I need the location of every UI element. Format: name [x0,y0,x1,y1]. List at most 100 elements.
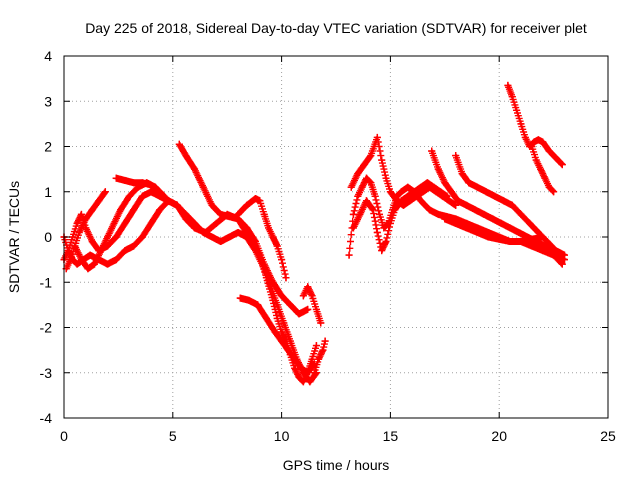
data-point [491,192,499,200]
data-point [317,319,325,327]
data-point [130,242,138,250]
data-point [64,247,72,255]
data-point [90,260,98,268]
data-point [286,337,294,345]
data-point [541,242,549,250]
data-point [436,188,444,196]
data-point [347,183,355,191]
data-point [382,238,390,246]
series-track-h [236,294,318,377]
data-point [306,378,314,386]
data-point [104,260,112,268]
data-point [362,174,370,182]
data-point [537,165,545,173]
y-axis-label: SDTVAR / TECUs [6,181,22,293]
data-point [88,206,96,214]
x-tick-label: 0 [60,428,68,444]
data-point [147,188,155,196]
data-point [495,235,503,243]
data-point [278,256,286,264]
data-point [67,256,75,264]
data-point [236,294,244,302]
data-point [269,278,277,286]
data-point [506,238,514,246]
data-point [382,174,390,182]
y-tick-label: 2 [44,139,52,155]
data-point [423,179,431,187]
data-point [541,174,549,182]
data-point [97,247,105,255]
data-point [291,364,299,372]
data-point [354,192,362,200]
data-point [88,238,96,246]
y-tick-label: 0 [44,229,52,245]
y-tick-label: -2 [40,320,53,336]
data-point [480,210,488,218]
data-point [199,228,207,236]
data-point [164,197,172,205]
data-point [77,256,85,264]
data-point [125,192,133,200]
data-point [295,310,303,318]
data-point [110,219,118,227]
data-point [482,188,490,196]
data-point [73,260,81,268]
data-point [260,210,268,218]
data-point [558,260,566,268]
data-point [256,197,264,205]
data-point [513,106,521,114]
data-point [282,274,290,282]
data-point [269,233,277,241]
data-point [508,201,516,209]
data-point [112,233,120,241]
data-point [404,192,412,200]
data-point [397,188,405,196]
data-point [104,233,112,241]
data-point [434,165,442,173]
data-point [304,369,312,377]
series-track-g [234,195,290,282]
data-point [447,188,455,196]
data-point [299,378,307,386]
data-point [243,201,251,209]
data-point [208,201,216,209]
x-tick-label: 25 [600,428,616,444]
data-point [373,228,381,236]
data-point [308,292,316,300]
data-point [71,242,79,250]
data-point [545,147,553,155]
data-point [539,233,547,241]
data-point [473,183,481,191]
series-track-j [310,337,329,377]
y-tick-label: 4 [44,48,52,64]
data-point [147,219,155,227]
data-point [386,188,394,196]
data-point [312,305,320,313]
data-point [386,219,394,227]
data-point [376,210,384,218]
data-point [378,156,386,164]
x-axis-label: GPS time / hours [283,457,390,473]
data-point [521,133,529,141]
data-point [156,188,164,196]
data-point [308,355,316,363]
series-track-f [175,140,312,318]
y-tick-label: 3 [44,93,52,109]
data-point [121,247,129,255]
data-point [530,138,538,146]
data-point [73,219,81,227]
data-point [452,219,460,227]
data-point [349,210,357,218]
series-markers [60,188,320,386]
data-point [445,197,453,205]
series-markers [428,147,566,268]
data-point [130,179,138,187]
data-point [528,235,536,243]
data-point [234,210,242,218]
data-point [273,242,281,250]
data-point [191,165,199,173]
y-tick-label: 1 [44,184,52,200]
data-point [138,192,146,200]
data-point [234,228,242,236]
